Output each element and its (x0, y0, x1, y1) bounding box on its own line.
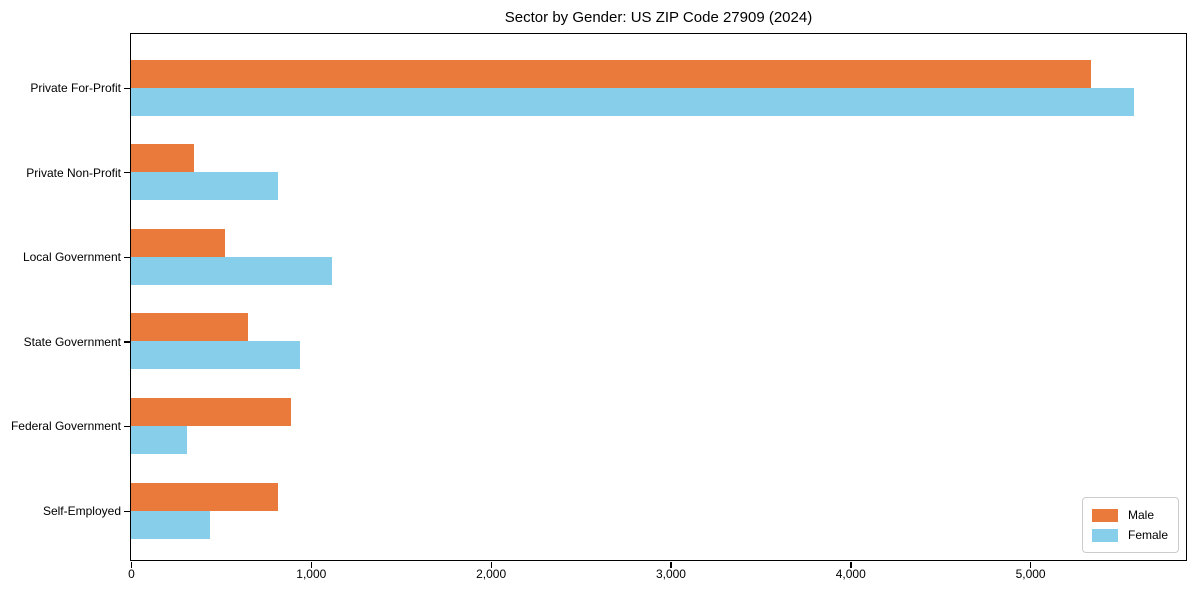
x-axis-label-3000: 3,000 (655, 567, 686, 581)
chart-title: Sector by Gender: US ZIP Code 27909 (202… (504, 9, 813, 26)
x-tick (131, 562, 133, 568)
y-tick (123, 87, 130, 89)
x-tick (850, 562, 852, 568)
x-axis-label-1000: 1,000 (296, 567, 327, 581)
y-tick (123, 341, 130, 343)
y-tick (123, 172, 130, 174)
bar-female-federal-government (131, 425, 187, 454)
bar-female-private-non-profit (131, 172, 279, 201)
bar-female-state-government (131, 341, 301, 370)
legend-label-male: Male (1127, 508, 1154, 522)
bar-male-private-non-profit (131, 144, 194, 173)
y-tick (123, 510, 130, 512)
y-axis-label-private-non-profit: Private Non-Profit (26, 165, 121, 180)
bar-male-federal-government (131, 397, 292, 426)
bar-female-self-employed (131, 510, 211, 539)
plot-area: Male Female (123, 33, 1187, 568)
x-axis-label-4000: 4,000 (835, 567, 866, 581)
y-axis-label-federal-government: Federal Government (10, 419, 121, 434)
legend: Male Female (1081, 497, 1179, 553)
x-tick (490, 562, 493, 568)
bar-male-local-government (131, 228, 225, 257)
bar-female-private-for-profit (131, 87, 1135, 116)
legend-swatch-female-icon (1091, 528, 1118, 542)
bar-male-private-for-profit (131, 59, 1092, 88)
y-tick (123, 256, 130, 259)
y-axis-label-private-for-profit: Private For-Profit (30, 81, 121, 95)
x-tick (670, 562, 672, 568)
legend-item-male: Male (1091, 505, 1168, 525)
x-axis-label-5000: 5,000 (1015, 567, 1046, 581)
y-axis-label-state-government: State Government (23, 334, 121, 349)
y-axis-label-self-employed: Self-Employed (42, 504, 121, 518)
legend-label-female: Female (1127, 528, 1168, 542)
x-tick (310, 562, 313, 568)
y-axis-label-local-government: Local Government (22, 250, 121, 265)
bar-female-local-government (131, 256, 333, 285)
bar-male-state-government (131, 313, 248, 342)
y-tick (123, 425, 130, 428)
x-axis-label-2000: 2,000 (476, 567, 507, 581)
bar-male-self-employed (131, 482, 279, 511)
legend-swatch-male-icon (1091, 508, 1118, 522)
x-tick (1030, 562, 1032, 568)
x-axis-label-0: 0 (128, 567, 135, 581)
legend-item-female: Female (1091, 525, 1168, 545)
